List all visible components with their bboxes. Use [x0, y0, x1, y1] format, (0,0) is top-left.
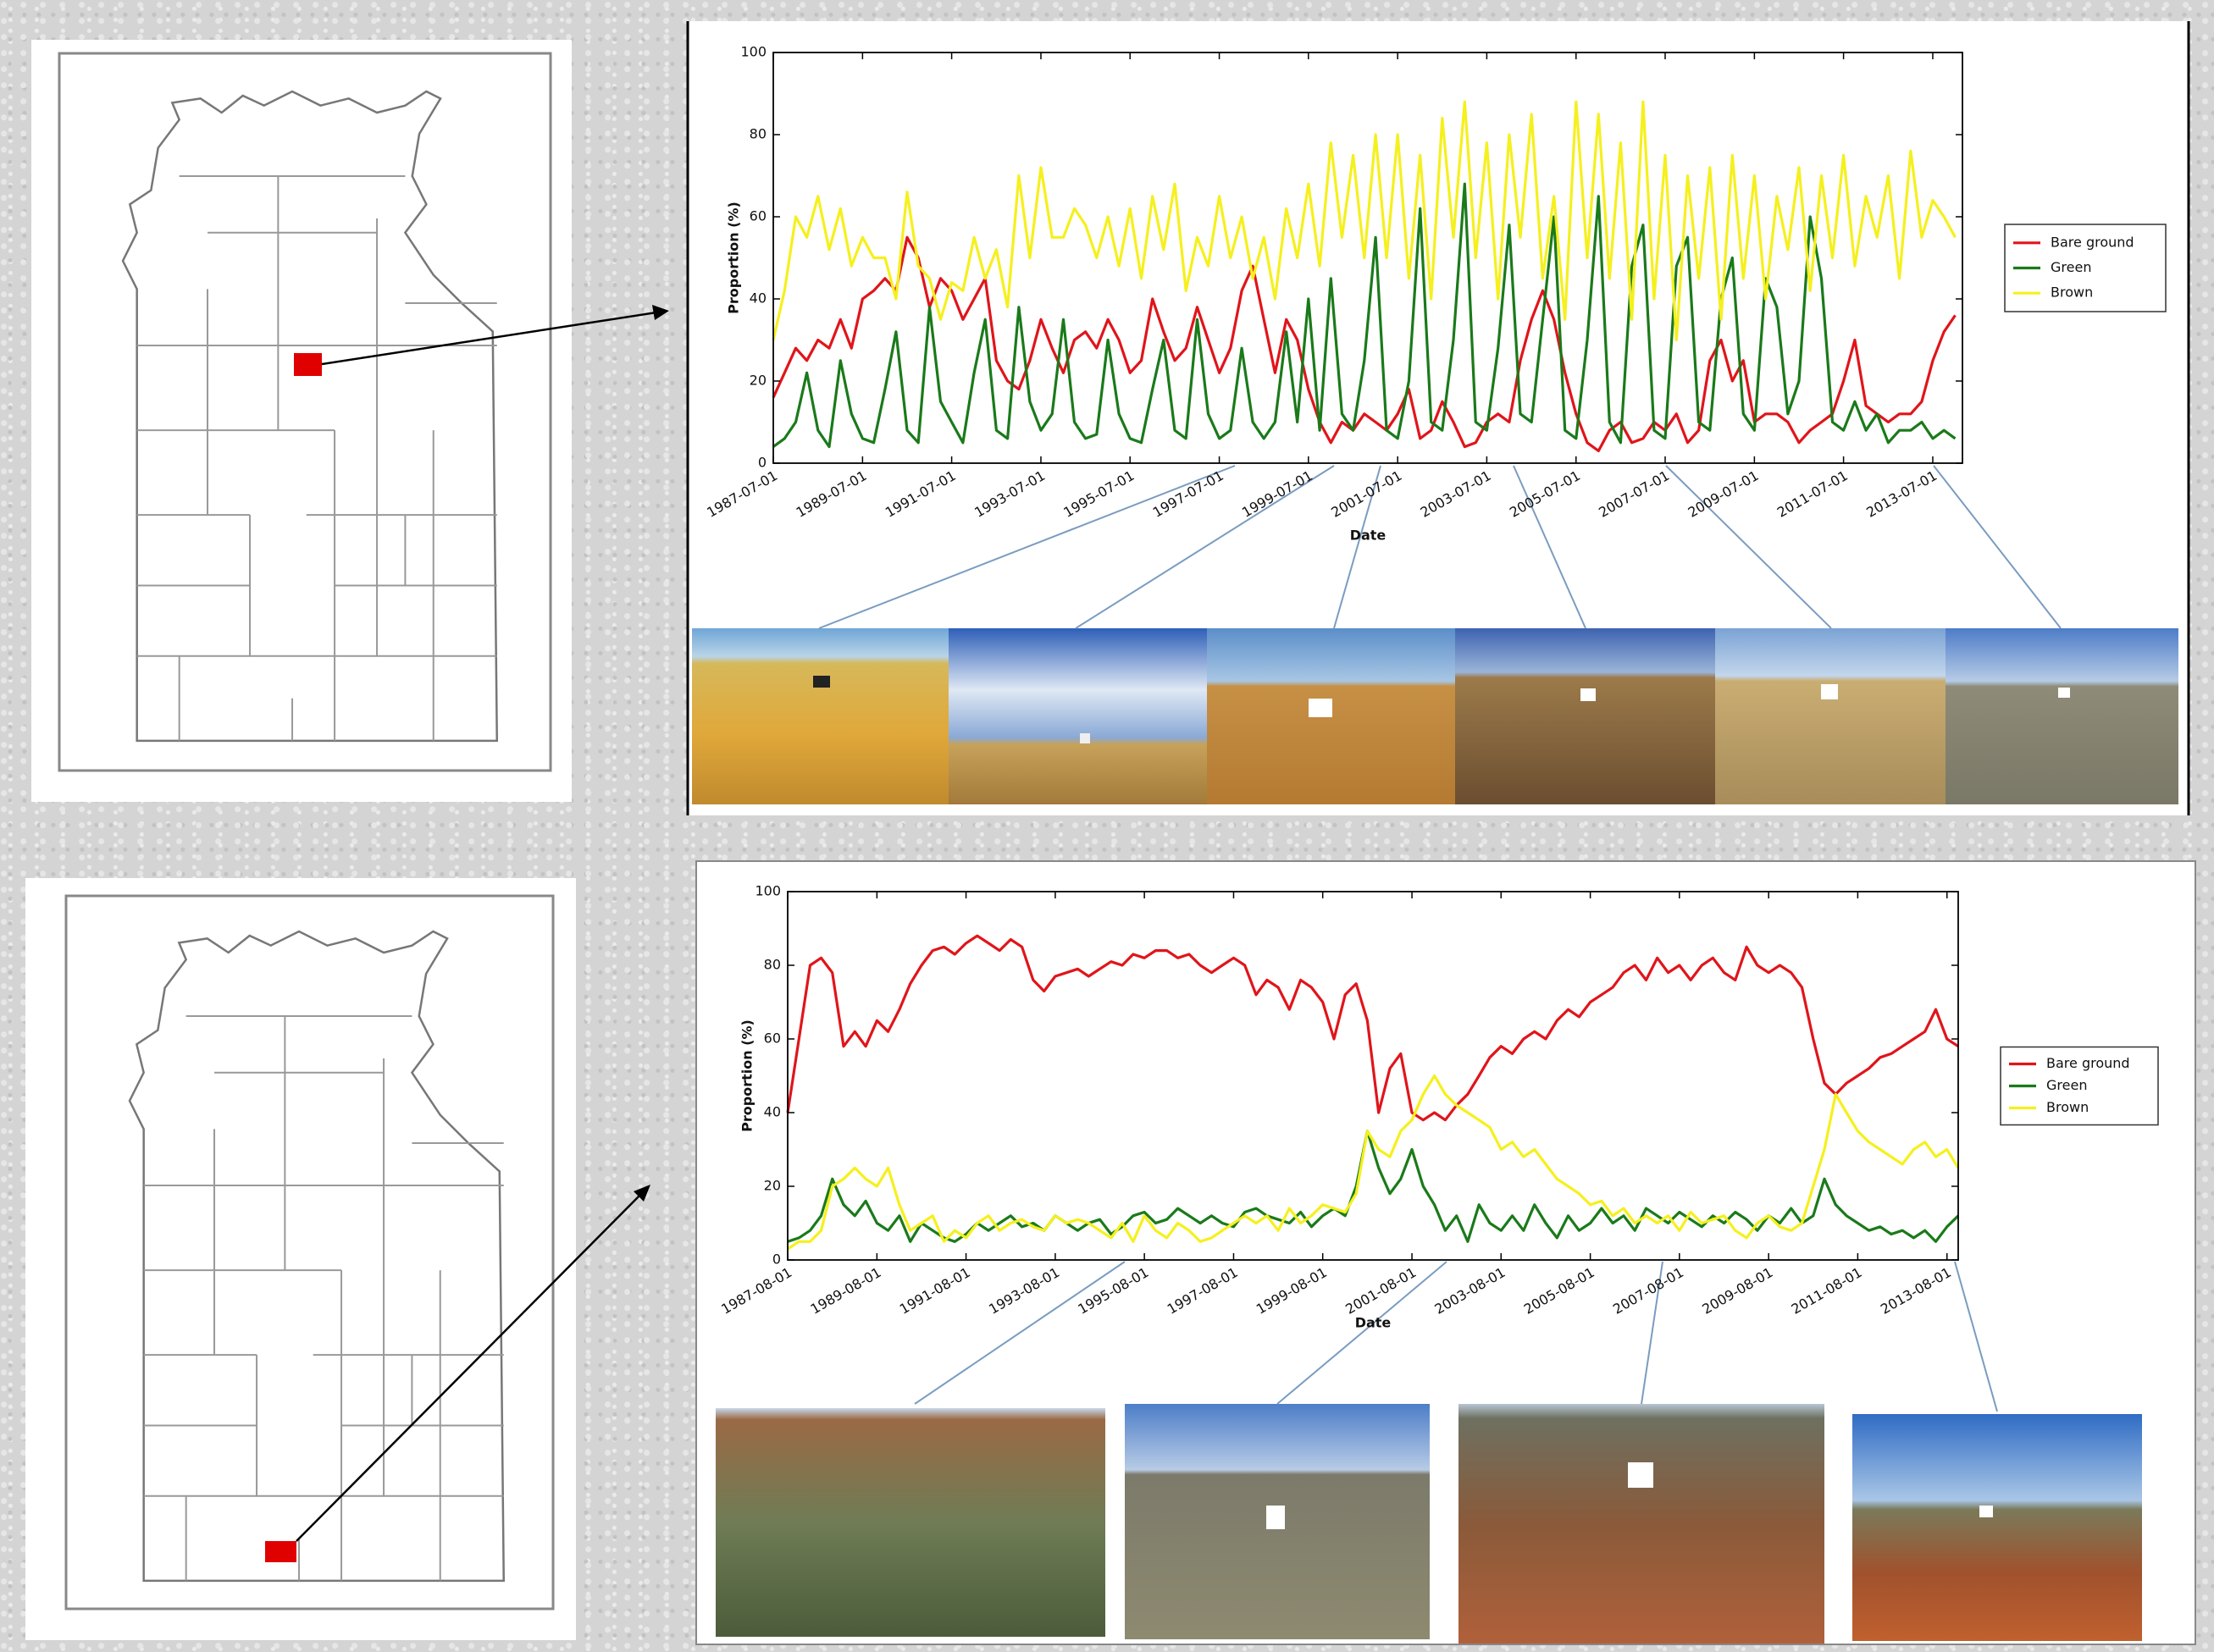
figure: 0204060801001987-07-011989-07-011991-07-…: [0, 0, 2214, 1652]
y-tick-label: 0: [758, 455, 767, 471]
y-axis-label: Proportion (%): [726, 202, 742, 314]
site-sign: [1580, 688, 1596, 701]
x-axis-label: Date: [1350, 528, 1387, 544]
site-marker: [265, 1541, 296, 1562]
site-sign: [1628, 1462, 1653, 1488]
y-tick-label: 100: [755, 883, 781, 899]
photo: [949, 628, 1207, 804]
site-sign: [2058, 688, 2070, 698]
y-tick-label: 60: [750, 208, 767, 224]
site-sign: [1080, 733, 1090, 743]
y-tick-label: 60: [764, 1030, 781, 1047]
arrow-head: [652, 305, 669, 320]
y-tick-label: 80: [750, 126, 767, 142]
legend-label: Green: [2051, 259, 2091, 275]
y-tick-label: 80: [764, 957, 781, 973]
legend-label: Brown: [2046, 1099, 2089, 1115]
photo: [1946, 628, 2178, 804]
y-axis-label: Proportion (%): [739, 1019, 756, 1132]
y-tick-label: 20: [764, 1178, 781, 1194]
site-sign: [813, 676, 830, 688]
y-tick-label: 20: [750, 373, 767, 389]
y-tick-label: 100: [740, 44, 767, 60]
y-tick-label: 40: [764, 1104, 781, 1120]
photo: [1455, 628, 1715, 804]
photo: [1458, 1404, 1824, 1644]
legend-label: Brown: [2051, 285, 2093, 301]
photo: [1852, 1414, 2142, 1641]
site-marker: [294, 353, 322, 376]
y-tick-label: 0: [772, 1251, 781, 1268]
legend-label: Bare ground: [2046, 1055, 2130, 1071]
legend-label: Green: [2046, 1077, 2087, 1093]
site-sign: [1979, 1506, 1993, 1517]
photo: [692, 628, 949, 804]
site-sign: [1266, 1506, 1285, 1529]
site-sign: [1309, 699, 1332, 717]
photo: [716, 1408, 1105, 1637]
site-sign: [1821, 684, 1838, 699]
photo: [1715, 628, 1946, 804]
page: {"chart_data": [ {"type": "line", "xlabe…: [0, 0, 2214, 1652]
x-axis-label: Date: [1355, 1315, 1392, 1331]
legend-label: Bare ground: [2051, 234, 2134, 250]
y-tick-label: 40: [750, 290, 767, 307]
